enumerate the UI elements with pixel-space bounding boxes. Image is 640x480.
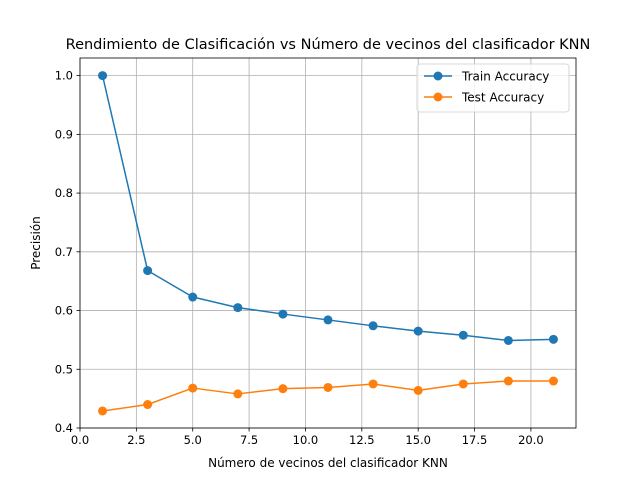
train-accuracy-point [503,335,513,345]
test-accuracy-point [233,389,243,399]
test-accuracy-point [413,385,423,395]
x-tick-label: 15.0 [405,433,431,447]
legend-box [416,63,570,113]
train-accuracy-point [233,303,243,313]
y-tick-label: 0.8 [55,186,73,200]
test-accuracy-point [188,383,198,393]
series-layer [98,71,558,416]
test-accuracy-point [368,379,378,389]
train-accuracy-point [368,321,378,331]
legend-train-label: Train Accuracy [461,70,549,84]
y-tick-label: 1.0 [55,69,73,83]
train-accuracy-point [278,309,288,319]
legend-test-label: Test Accuracy [461,91,544,105]
legend: Train Accuracy Test Accuracy [416,63,570,113]
axis-ticks: 0.0 2.5 5.0 7.5 10.0 12.5 15.0 17.5 20.0 0.4 0.5 0.… [55,69,544,447]
test-accuracy-point [458,379,468,389]
train-accuracy-point [413,326,423,336]
train-accuracy-point [548,334,558,344]
legend-test-swatch-marker [433,92,443,102]
x-tick-label: 17.5 [462,433,488,447]
y-axis-label: Precisión [29,216,43,270]
x-tick-label: 20.0 [518,433,544,447]
x-tick-label: 7.5 [240,433,258,447]
x-tick-label: 12.5 [349,433,375,447]
test-accuracy-point [548,376,558,386]
train-accuracy-point [188,292,198,302]
x-axis-label: Número de vecinos del clasificador KNN [208,456,448,470]
x-tick-label: 5.0 [184,433,202,447]
train-accuracy-point [323,315,333,325]
test-accuracy-point [323,382,333,392]
y-tick-label: 0.9 [55,127,73,141]
x-tick-label: 2.5 [127,433,145,447]
y-tick-label: 0.5 [55,362,73,376]
plot-area-frame [79,57,577,429]
train-accuracy-point [143,266,153,276]
train-accuracy-point [458,330,468,340]
legend-train-swatch-marker [433,71,443,81]
test-accuracy-point [98,406,108,416]
test-accuracy-point [503,376,513,386]
x-tick-label: 10.0 [293,433,319,447]
y-tick-label: 0.4 [55,421,73,435]
test-accuracy-point [278,384,288,394]
chart-title: Rendimiento de Clasificación vs Número d… [66,37,591,53]
x-tick-label: 0.0 [71,433,89,447]
test-accuracy-point [143,400,153,410]
y-tick-label: 0.7 [55,245,73,259]
y-tick-label: 0.6 [55,304,73,318]
train-accuracy-point [98,71,108,81]
